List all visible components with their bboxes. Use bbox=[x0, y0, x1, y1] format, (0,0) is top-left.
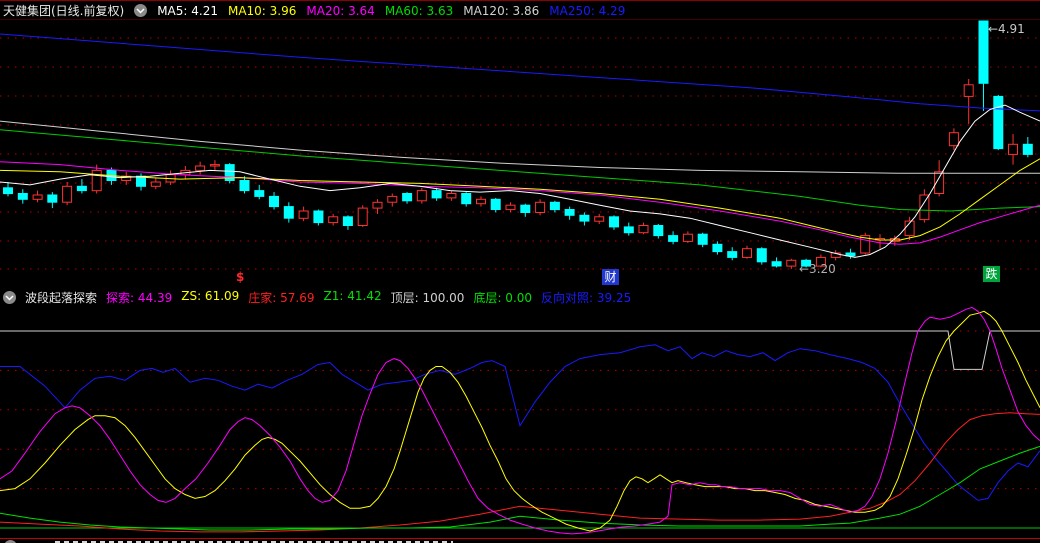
dollar-marker: $ bbox=[236, 270, 245, 284]
ma-item-MA250: MA250: 4.29 bbox=[549, 3, 626, 18]
die-event-badge[interactable]: 跌 bbox=[983, 266, 1000, 282]
high-price-label: ←4.91 bbox=[988, 22, 1025, 36]
ma-item-MA20: MA20: 3.64 bbox=[306, 3, 375, 18]
ma-item-MA60: MA60: 3.63 bbox=[384, 3, 454, 18]
indicator-item-ZS: ZS: 61.09 bbox=[181, 289, 240, 303]
chevron-glyph bbox=[136, 7, 145, 14]
cai-event-badge[interactable]: 财 bbox=[602, 269, 619, 285]
indicator-item-庄家: 庄家: 57.69 bbox=[248, 291, 315, 305]
indicator-item-Z1: Z1: 41.42 bbox=[323, 289, 382, 303]
ma-item-MA10: MA10: 3.96 bbox=[227, 3, 297, 18]
chevron-glyph bbox=[5, 294, 14, 301]
indicator-item-探索: 探索: 44.39 bbox=[106, 291, 173, 305]
stock-title: 天健集团(日线.前复权) bbox=[3, 4, 125, 18]
indicator-header: 波段起落探索 探索: 44.39 ZS: 61.09 庄家: 57.69 Z1: 41… bbox=[0, 289, 1040, 306]
indicator-item-反向对照: 反向对照: 39.25 bbox=[541, 291, 632, 305]
ma-item-MA120: MA120: 3.86 bbox=[463, 3, 540, 18]
clipped-next-panel-text bbox=[55, 541, 453, 543]
indicator-item-顶层: 顶层: 100.00 bbox=[390, 291, 465, 305]
ma-item-MA5: MA5: 4.21 bbox=[157, 3, 218, 18]
low-price-label: ←3.20 bbox=[799, 262, 836, 276]
indicator-values-row: 探索: 44.39 ZS: 61.09 庄家: 57.69 Z1: 41.42 顶层: … bbox=[106, 289, 631, 306]
chevron-down-icon[interactable] bbox=[134, 4, 148, 17]
panel-divider bbox=[0, 538, 1040, 539]
indicator-title: 波段起落探索 bbox=[25, 291, 98, 305]
main-chart-header: 天健集团(日线.前复权) MA5: 4.21 MA10: 3.96 MA20: 3.… bbox=[0, 2, 1040, 20]
chevron-down-icon[interactable] bbox=[3, 291, 16, 304]
chevron-down-icon[interactable] bbox=[4, 540, 17, 543]
indicator-item-底层: 底层: 0.00 bbox=[473, 291, 533, 305]
ma-values-row: MA5: 4.21 MA10: 3.96 MA20: 3.64 MA60: 3.63 M… bbox=[157, 4, 625, 18]
